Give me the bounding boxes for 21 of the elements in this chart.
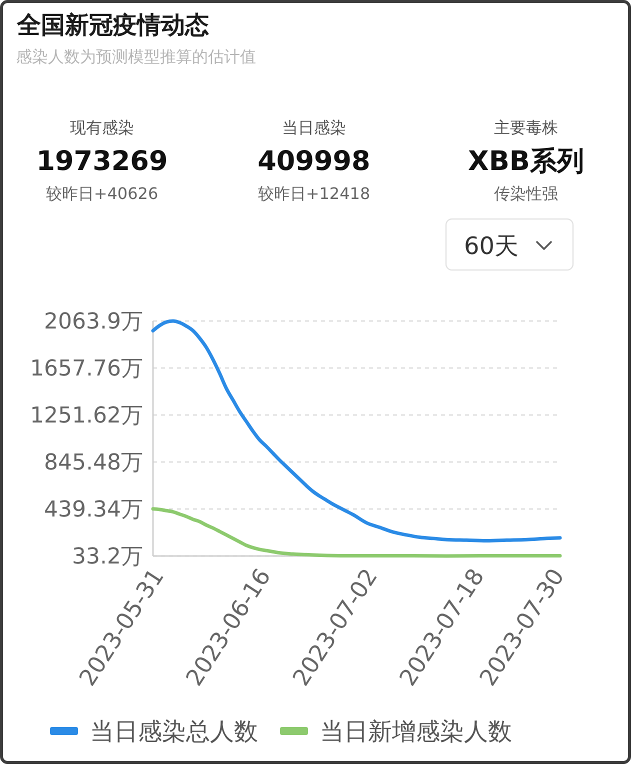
text: 409998: [258, 146, 370, 177]
y-tick-label: 1657.76万: [30, 356, 143, 382]
legend-label: 当日感染总人数: [90, 717, 258, 746]
text: 当日感染: [282, 118, 346, 137]
text: 全国新冠疫情动态: [16, 11, 209, 39]
text: 较昨日+40626: [46, 184, 158, 203]
text: XBB系列: [468, 146, 584, 177]
text: 60天: [464, 232, 519, 260]
y-tick-label: 33.2万: [72, 544, 143, 570]
y-tick-label: 1251.62万: [30, 404, 143, 429]
y-tick-label: 845.48万: [44, 450, 143, 476]
legend-label: 当日新增感染人数: [320, 717, 512, 746]
text: 传染性强: [494, 184, 558, 203]
text: 1973269: [36, 146, 168, 177]
y-tick-label: 439.34万: [44, 498, 143, 523]
text: 感染人数为预测模型推算的估计值: [16, 47, 256, 66]
text: 现有感染: [70, 118, 134, 137]
text: 主要毒株: [494, 118, 558, 137]
y-tick-label: 2063.9万: [44, 310, 143, 335]
text: 较昨日+12418: [258, 184, 370, 203]
line-series: [151, 319, 562, 542]
